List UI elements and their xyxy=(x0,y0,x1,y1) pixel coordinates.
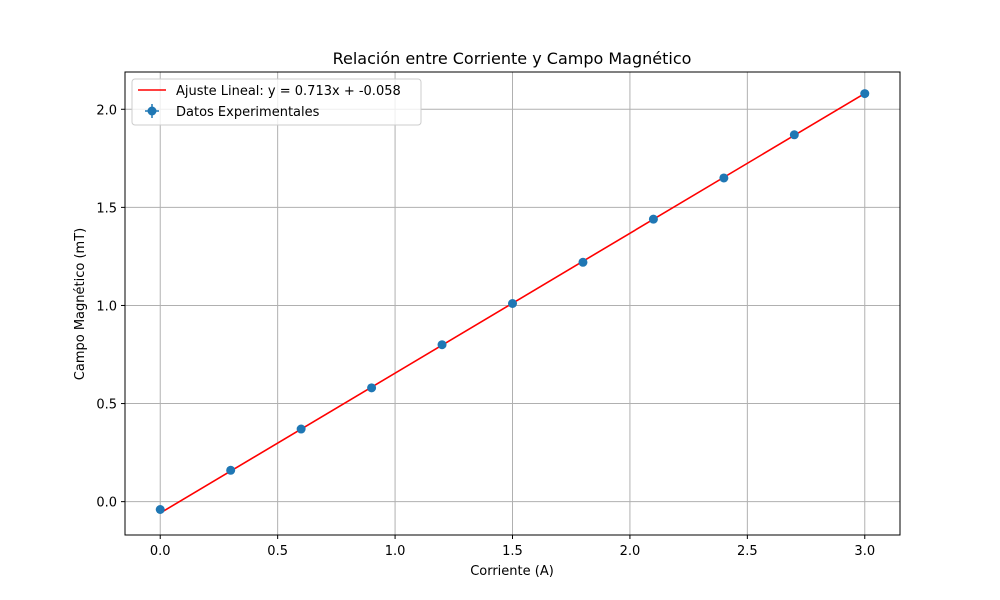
y-tick-label: 0.5 xyxy=(96,398,117,413)
data-point xyxy=(296,424,306,434)
chart-title: Relación entre Corriente y Campo Magnéti… xyxy=(333,49,692,68)
y-tick-label: 0.0 xyxy=(96,496,117,511)
data-point xyxy=(789,130,799,140)
data-point xyxy=(437,340,447,350)
y-tick-label: 2.0 xyxy=(96,103,117,118)
x-tick-label: 2.5 xyxy=(737,544,758,559)
y-axis-label: Campo Magnético (mT) xyxy=(73,228,88,380)
x-tick-label: 1.5 xyxy=(502,544,523,559)
data-point xyxy=(578,257,588,267)
legend-box xyxy=(131,78,422,126)
x-tick-label: 0.0 xyxy=(150,544,171,559)
data-point xyxy=(508,299,517,308)
data-points-layer xyxy=(155,89,870,514)
y-axis-ticks: 0.0 0.5 1.0 1.5 2.0 xyxy=(96,103,125,511)
y-tick-label: 1.0 xyxy=(96,299,117,314)
legend-data-swatch xyxy=(145,104,159,118)
x-tick-label: 0.5 xyxy=(267,544,288,559)
data-point xyxy=(155,504,165,514)
data-point xyxy=(719,173,729,183)
legend-fit-label: Ajuste Lineal: y = 0.713x + -0.058 xyxy=(176,84,401,99)
data-point xyxy=(226,465,236,475)
x-tick-label: 2.0 xyxy=(620,544,641,559)
legend: Ajuste Lineal: y = 0.713x + -0.058 Datos… xyxy=(131,78,422,126)
y-tick-label: 1.5 xyxy=(96,201,117,216)
data-point xyxy=(648,214,658,224)
legend-data-label: Datos Experimentales xyxy=(176,105,320,120)
data-point xyxy=(367,383,377,393)
x-tick-label: 3.0 xyxy=(854,544,875,559)
data-point xyxy=(860,89,870,99)
x-tick-label: 1.0 xyxy=(385,544,406,559)
x-axis-label: Corriente (A) xyxy=(470,564,554,579)
x-axis-ticks: 0.0 0.5 1.0 1.5 2.0 2.5 3.0 xyxy=(150,535,875,559)
